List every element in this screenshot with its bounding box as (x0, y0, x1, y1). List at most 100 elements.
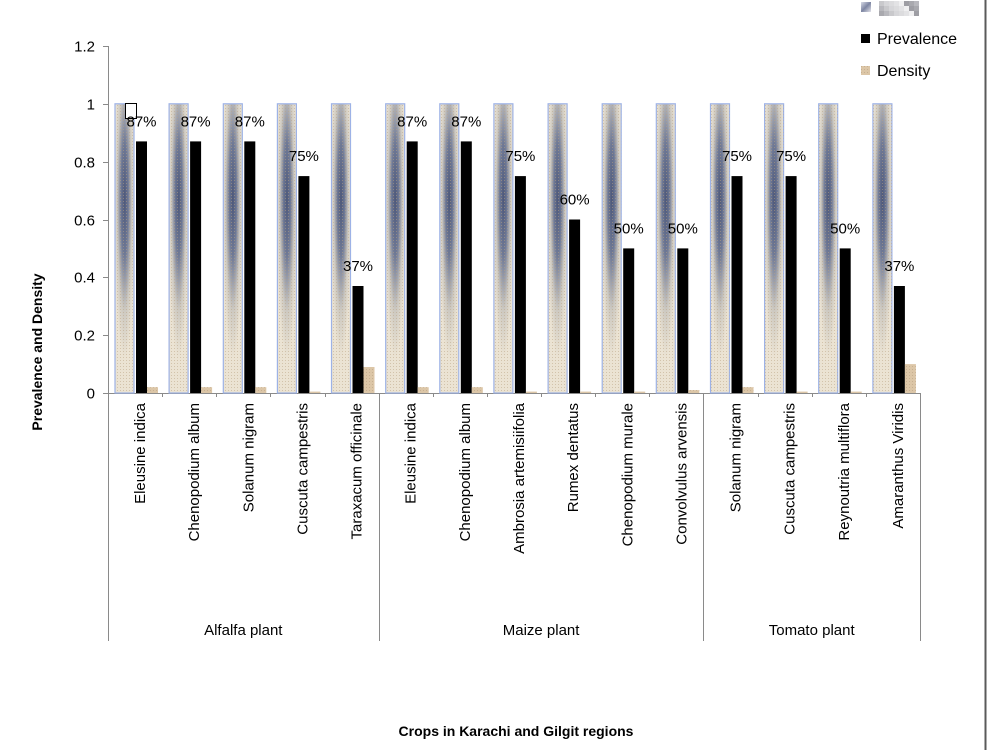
category-label-convolvulus-arvensis: Convolvulus arvensis (673, 403, 690, 545)
pixelated-legend-label (879, 1, 919, 16)
data-label-prevalence-5: 37% (343, 258, 373, 275)
mosaic-cell (914, 11, 919, 16)
legend-label-density: Density (877, 63, 930, 80)
bar-prevalence-7 (460, 141, 472, 393)
legend-item-density: Density (861, 63, 930, 80)
bar-density-8-texture (525, 391, 537, 393)
bar-obscured-series-1-texture (115, 103, 134, 394)
bar-density-1-texture (147, 387, 158, 393)
bar-obscured-series-10-texture (602, 103, 622, 394)
mosaic-cell (879, 11, 884, 16)
category-label-cuscuta-campestris: Cuscuta campestris (295, 403, 312, 535)
mosaic-cell (899, 1, 904, 6)
legend-label-prevalence: Prevalence (877, 31, 957, 48)
mosaic-cell (879, 1, 884, 6)
mosaic-cell (899, 11, 904, 16)
mosaic-cell (904, 1, 909, 6)
category-label-reynoutria-multiflora: Reynoutria multiflora (836, 402, 853, 540)
bar-density-6-texture (417, 387, 429, 393)
y-tick-label: 0.4 (74, 270, 95, 287)
bar-obscured-series-8-texture (493, 103, 513, 394)
bar-prevalence-10 (623, 248, 635, 393)
bar-density-13-texture (796, 391, 808, 393)
bar-density-15-texture (904, 364, 916, 393)
group-label-maize-plant: Maize plant (503, 622, 581, 639)
x-axis-title: Crops in Karachi and Gilgit regions (399, 723, 634, 739)
bar-obscured-series-9-texture (548, 103, 568, 394)
bar-prevalence-1 (136, 141, 147, 393)
data-label-prevalence-9: 60% (560, 192, 590, 209)
bar-prevalence-6 (406, 141, 418, 393)
data-label-prevalence-13: 75% (776, 148, 806, 165)
selection-marker (125, 103, 137, 119)
data-labels: 87% 87% 87% 75% 37% 87% 87% 75% 60% 50% 50% 75% 75% 5… (126, 113, 914, 275)
category-label-amaranthus-viridis: Amaranthus Viridis (890, 403, 907, 529)
mosaic-cell (914, 1, 919, 6)
y-axis-title: Prevalence and Density (29, 273, 45, 430)
legend-item-prevalence: Prevalence (861, 31, 957, 48)
bar-density-10-texture (634, 391, 646, 393)
bars (114, 103, 916, 394)
data-label-prevalence-6: 87% (397, 113, 427, 130)
bar-density-14-texture (850, 391, 862, 393)
data-label-prevalence-7: 87% (451, 113, 481, 130)
mosaic-cell (889, 6, 894, 11)
data-label-prevalence-4: 75% (289, 148, 319, 165)
y-tick-label: 0.6 (74, 213, 95, 230)
mosaic-cell (894, 11, 899, 16)
category-label-chenopodium-album: Chenopodium album (186, 403, 203, 541)
x-axis: Eleusine indica Chenopodium album Solanum … (108, 393, 921, 641)
legend-swatch-prevalence (861, 34, 870, 43)
mosaic-cell (884, 11, 889, 16)
mosaic-cell (894, 1, 899, 6)
bar-obscured-series-2-texture (169, 103, 189, 394)
bar-density-2-texture (201, 387, 213, 393)
bar-obscured-series-5-texture (331, 103, 351, 394)
category-label-taraxacum-officinale: Taraxacum officinale (349, 403, 366, 539)
bar-prevalence-3 (244, 141, 256, 393)
category-label-eleusine-indica: Eleusine indica (403, 402, 420, 504)
bar-prevalence-12 (731, 176, 743, 393)
mosaic-cell (889, 11, 894, 16)
bar-obscured-series-11-texture (656, 103, 676, 394)
bar-prevalence-14 (839, 248, 851, 393)
bar-prevalence-13 (785, 176, 797, 393)
bar-prevalence-2 (190, 141, 202, 393)
category-label-solanum-nigram: Solanum nigram (240, 403, 257, 512)
legend-item-obscured (861, 1, 919, 16)
mosaic-cell (894, 6, 899, 11)
data-label-prevalence-12: 75% (722, 148, 752, 165)
bar-density-7-texture (471, 387, 483, 393)
data-label-prevalence-10: 50% (614, 220, 644, 237)
bar-obscured-series-14-texture (818, 103, 838, 394)
mosaic-cell (909, 11, 914, 16)
bar-obscured-series-15-texture (872, 103, 892, 394)
bar-obscured-series-4-texture (277, 103, 297, 394)
y-tick-label: 1.2 (74, 39, 95, 56)
bar-obscured-series-12-texture (710, 103, 730, 394)
category-label-ambrosia-artemisiifolia: Ambrosia artemisiifolia (511, 402, 528, 554)
category-label-eleusine-indica: Eleusine indica (132, 402, 149, 504)
bar-prevalence-9 (569, 219, 581, 393)
legend-swatch-obscured (861, 2, 871, 12)
y-tick-label: 1 (87, 97, 95, 114)
data-label-prevalence-15: 37% (884, 258, 914, 275)
category-label-cuscuta-campestris: Cuscuta campestris (782, 403, 799, 535)
mosaic-cell (884, 6, 889, 11)
mosaic-cell (899, 6, 904, 11)
data-label-prevalence-2: 87% (181, 113, 211, 130)
mosaic-cell (879, 6, 884, 11)
bar-density-5-texture (363, 367, 375, 393)
category-label-chenopodium-murale: Chenopodium murale (619, 403, 636, 546)
category-label-rumex-dentatus: Rumex dentatus (565, 403, 582, 512)
mosaic-cell (909, 1, 914, 6)
y-tick-label: 0.2 (74, 328, 95, 345)
data-label-prevalence-3: 87% (235, 113, 265, 130)
legend: Prevalence Density (861, 1, 957, 80)
bar-density-4-texture (309, 391, 321, 393)
bar-obscured-series-7-texture (439, 103, 459, 394)
mosaic-cell (889, 1, 894, 6)
category-label-chenopodium-album: Chenopodium album (457, 403, 474, 541)
data-label-prevalence-11: 50% (668, 220, 698, 237)
group-label-alfalfa-plant: Alfalfa plant (204, 622, 283, 639)
